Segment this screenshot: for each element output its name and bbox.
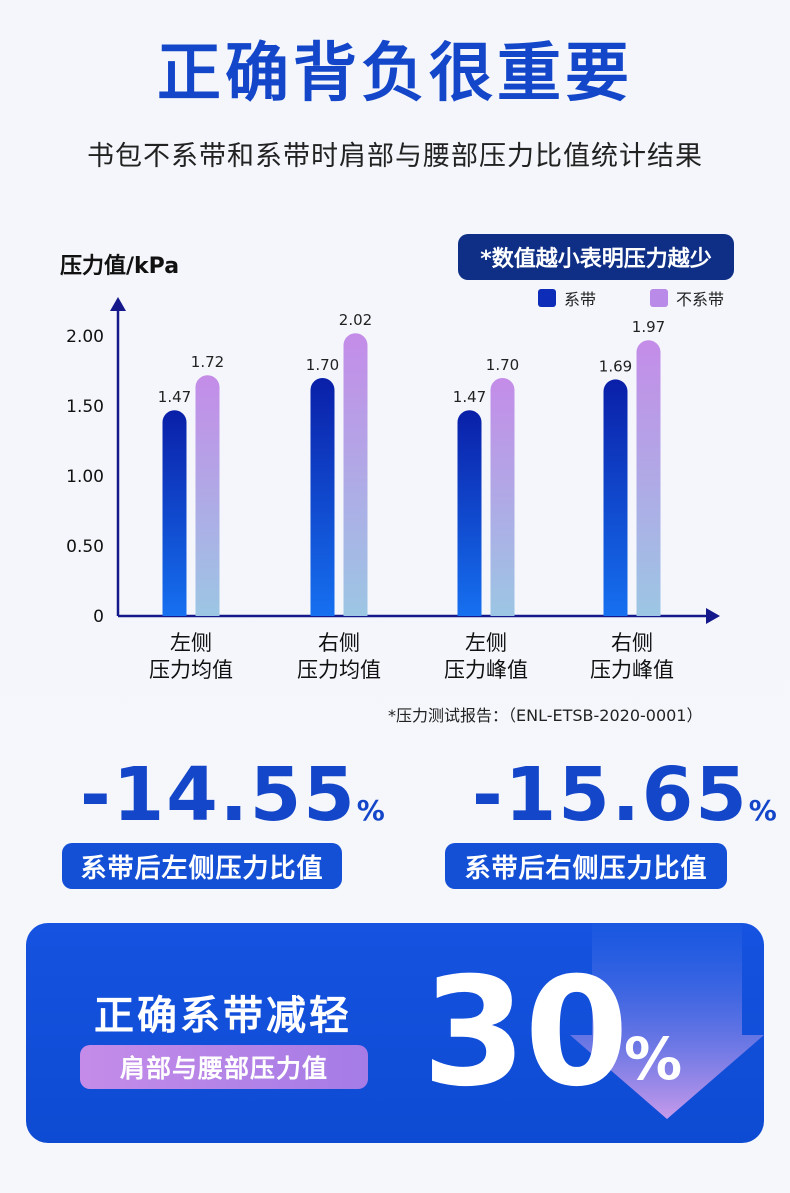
x-tick-label: 左侧 [170, 631, 212, 655]
stat-right-number: -15.65 [472, 752, 749, 838]
x-tick-label: 左侧 [465, 631, 507, 655]
bar-untied [343, 333, 368, 616]
down-arrow-icon [570, 923, 764, 1119]
data-label: 1.97 [632, 318, 665, 336]
stat-left-unit: % [356, 794, 385, 827]
data-label: 1.69 [599, 357, 632, 375]
pressure-bar-chart: 压力值/kPa 00.501.001.502.00 1.471.72左侧压力均值… [60, 253, 720, 682]
summary-unit: % [624, 1025, 683, 1093]
x-tick-label: 压力峰值 [590, 658, 674, 682]
page-subtitle: 书包不系带和系带时肩部与腰部压力比值统计结果 [87, 141, 703, 172]
stat-left-label: 系带后左侧压力比值 [62, 843, 342, 889]
legend-label-tied: 系带 [564, 290, 597, 309]
stat-right-label: 系带后右侧压力比值 [445, 843, 727, 889]
x-tick-label: 右侧 [611, 631, 653, 655]
data-label: 1.72 [191, 353, 224, 371]
y-tick-label: 0.50 [66, 537, 104, 557]
note-badge: *数值越小表明压力越少 [458, 234, 734, 280]
y-axis-label: 压力值/kPa [60, 253, 179, 279]
legend-swatch-tied [538, 289, 556, 307]
bar-untied [195, 375, 220, 616]
x-tick-label: 压力均值 [149, 658, 233, 682]
page-title: 正确背负很重要 [157, 37, 633, 111]
data-label: 1.47 [158, 388, 191, 406]
y-tick-label: 1.00 [66, 467, 104, 487]
stat-left-number: -14.55 [80, 752, 357, 838]
report-note: *压力测试报告：（ENL-ETSB-2020-0001） [388, 706, 703, 725]
bar-tied [457, 410, 482, 616]
y-tick-label: 2.00 [66, 327, 104, 347]
summary-headline: 正确系带减轻 [94, 993, 352, 1039]
data-label: 2.02 [339, 311, 372, 329]
data-label: 1.70 [486, 356, 519, 374]
summary-card: 正确系带减轻 肩部与腰部压力值 30 % [26, 923, 764, 1143]
x-tick-label: 压力峰值 [444, 658, 528, 682]
bar-tied [162, 410, 187, 616]
stat-left-value: -14.55% [80, 752, 385, 838]
data-label: 1.70 [306, 356, 339, 374]
x-tick-label: 右侧 [318, 631, 360, 655]
bar-untied [636, 340, 661, 616]
legend-item-untied: 不系带 [650, 287, 724, 309]
bar-untied [490, 378, 515, 616]
bar-tied [310, 378, 335, 616]
summary-pill: 肩部与腰部压力值 [80, 1045, 368, 1089]
stat-right-value: -15.65% [472, 752, 777, 838]
bar-tied [603, 379, 628, 616]
legend-item-tied: 系带 [538, 287, 596, 309]
data-label: 1.47 [453, 388, 486, 406]
legend-swatch-untied [650, 289, 668, 307]
y-axis-arrow-icon [110, 297, 126, 311]
summary-number: 30 [422, 946, 629, 1120]
x-axis-arrow-icon [706, 608, 720, 624]
stat-right-unit: % [748, 794, 777, 827]
legend-label-untied: 不系带 [676, 290, 725, 309]
x-tick-label: 压力均值 [297, 658, 381, 682]
y-tick-label: 1.50 [66, 397, 104, 417]
y-tick-label: 0 [93, 607, 104, 627]
